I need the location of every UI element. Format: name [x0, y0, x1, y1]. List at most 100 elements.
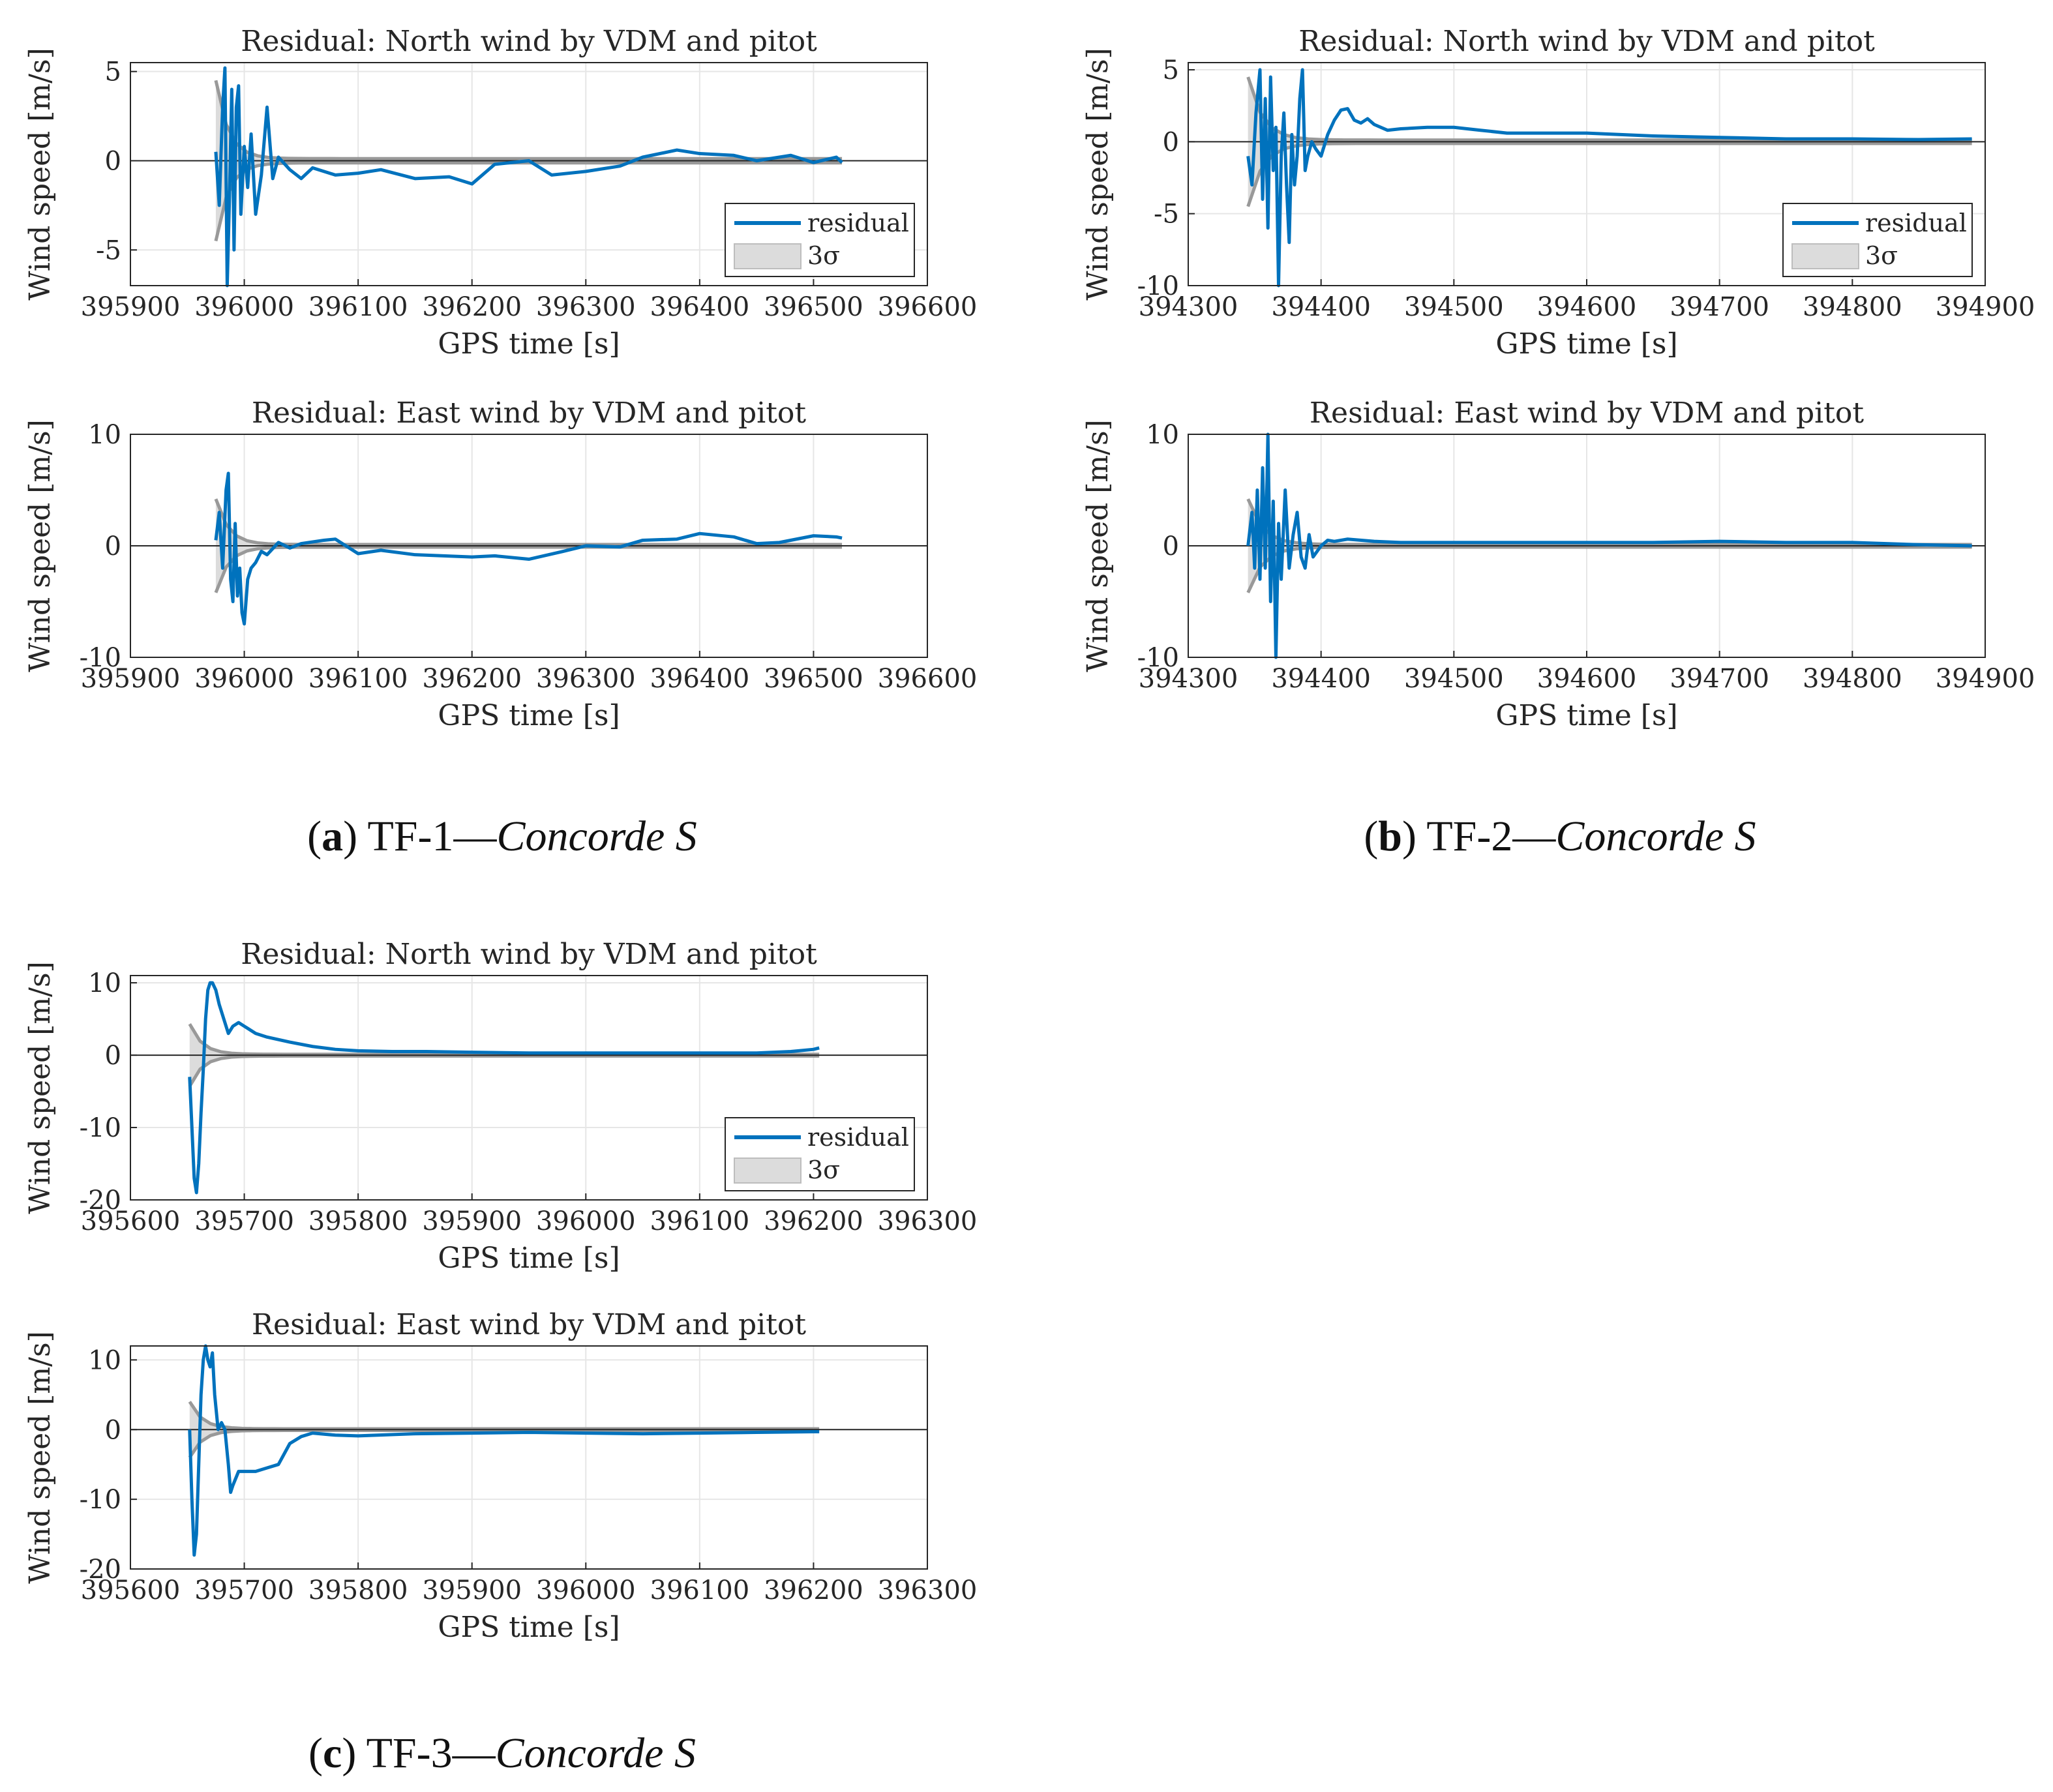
x-tick-label: 394700: [1670, 292, 1769, 322]
chart-title: Residual: North wind by VDM and pitot: [1298, 25, 1875, 58]
x-tick-label: 396300: [536, 664, 636, 694]
x-axis-label: GPS time [s]: [438, 1611, 620, 1644]
x-tick-label: 394900: [1936, 292, 2035, 322]
x-tick-label: 394500: [1404, 664, 1504, 694]
residual-series-line: [1246, 432, 1972, 659]
y-tick-label: 0: [105, 146, 121, 176]
caption-c-text: TF-3—: [367, 1729, 496, 1777]
x-tick-label: 396200: [422, 292, 522, 322]
x-tick-label: 396300: [878, 1575, 978, 1605]
y-tick-label: 0: [1163, 127, 1179, 157]
x-axis-label: GPS time [s]: [1495, 699, 1677, 732]
legend-residual-label: residual: [1865, 209, 1967, 237]
x-axis-label: GPS time [s]: [438, 699, 620, 732]
x-tick-label: 394400: [1271, 664, 1371, 694]
x-tick-label: 395800: [308, 1575, 408, 1605]
y-tick-label: 0: [105, 1041, 121, 1071]
caption-a: (a) TF-1—Concorde S: [307, 813, 697, 860]
x-tick-label: 396600: [878, 664, 978, 694]
sigma-lower-line: [214, 545, 843, 593]
chart-title: Residual: North wind by VDM and pitot: [241, 25, 817, 58]
x-tick-label: 396000: [536, 1206, 636, 1236]
caption-a-label: a: [322, 813, 343, 860]
y-tick-label: -10: [80, 1113, 121, 1143]
plot-background: [130, 1346, 927, 1569]
caption-c-italic: Concorde S: [496, 1729, 696, 1777]
y-tick-label: 10: [1146, 420, 1179, 450]
x-tick-label: 394600: [1537, 292, 1637, 322]
sigma-upper-line: [188, 1401, 820, 1431]
x-tick-label: 396200: [422, 664, 522, 694]
x-tick-label: 394800: [1803, 664, 1902, 694]
x-axis-label: GPS time [s]: [438, 327, 620, 361]
y-axis-label: Wind speed [m/s]: [23, 419, 57, 672]
residual-series-line: [188, 981, 820, 1195]
x-tick-label: 396500: [764, 664, 863, 694]
axes-box: [130, 975, 928, 1201]
x-tick-label: 394500: [1404, 292, 1504, 322]
x-tick-label: 395900: [422, 1206, 522, 1236]
legend-sigma-swatch: [1791, 243, 1859, 269]
sigma-upper-line: [214, 498, 843, 546]
chart-title: Residual: East wind by VDM and pitot: [1310, 396, 1864, 430]
x-tick-label: 395800: [308, 1206, 408, 1236]
y-tick-label: 0: [105, 531, 121, 561]
caption-a-text: TF-1—: [367, 813, 497, 860]
y-tick-label: 5: [1163, 55, 1179, 85]
residual-series-line: [214, 66, 843, 288]
legend: residual 3σ: [1782, 203, 1973, 277]
residual-series-line: [188, 1344, 820, 1557]
y-tick-label: -20: [80, 1555, 121, 1585]
x-tick-label: 394800: [1803, 292, 1902, 322]
x-tick-label: 394700: [1670, 664, 1769, 694]
chart-title: Residual: East wind by VDM and pitot: [252, 396, 806, 430]
x-tick-label: 395900: [422, 1575, 522, 1605]
caption-b: (b) TF-2—Concorde S: [1364, 813, 1756, 860]
sigma-upper-line: [1246, 498, 1972, 546]
sigma-lower-line: [188, 1054, 820, 1088]
x-tick-label: 396100: [650, 1206, 750, 1236]
y-axis-label: Wind speed [m/s]: [1081, 48, 1115, 300]
residual-series-line: [1246, 68, 1972, 288]
sigma-upper-line: [214, 80, 843, 160]
x-tick-label: 396200: [764, 1575, 863, 1605]
y-tick-label: -10: [80, 1485, 121, 1515]
x-tick-label: 396500: [764, 292, 863, 322]
y-tick-label: 10: [88, 968, 121, 998]
y-tick-label: -10: [1137, 271, 1179, 301]
chart-title: Residual: East wind by VDM and pitot: [252, 1308, 806, 1341]
y-axis-label: Wind speed [m/s]: [23, 961, 57, 1214]
y-tick-label: -20: [80, 1186, 121, 1216]
chart-b-east: 394300 394400 394500 394600 394700 394800 3949…: [1081, 396, 2035, 732]
caption-b-text: TF-2—: [1426, 813, 1556, 860]
x-tick-label: 395600: [81, 1575, 181, 1605]
axes-box: [130, 1345, 928, 1570]
sigma-lower-line: [1246, 142, 1972, 207]
x-tick-label: 396100: [308, 292, 408, 322]
chart-b-north: 394300 394400 394500 394600 394700 394800 3949…: [1081, 25, 2035, 361]
x-tick-label: 395700: [194, 1575, 294, 1605]
y-tick-label: -10: [80, 643, 121, 673]
x-tick-label: 395900: [81, 664, 181, 694]
x-tick-label: 395700: [194, 1206, 294, 1236]
x-tick-label: 394300: [1139, 664, 1238, 694]
caption-c: (c) TF-3—Concorde S: [308, 1729, 696, 1777]
x-tick-label: 395600: [81, 1206, 181, 1236]
chart-a-east: 395900 396000 396100 396200 396300 396400 3965…: [23, 396, 977, 732]
legend-sigma-label: 3σ: [807, 1156, 840, 1184]
y-tick-label: -10: [1137, 643, 1179, 673]
y-axis-label: Wind speed [m/s]: [23, 1331, 57, 1583]
y-tick-label: -5: [96, 235, 121, 265]
x-tick-label: 396000: [194, 292, 294, 322]
legend-residual-label: residual: [807, 209, 909, 237]
sigma-lower-line: [214, 161, 843, 242]
x-tick-label: 394600: [1537, 664, 1637, 694]
y-tick-label: 10: [88, 1345, 121, 1375]
x-tick-label: 394900: [1936, 664, 2035, 694]
axes-box: [130, 62, 928, 286]
legend-sigma-label: 3σ: [807, 241, 840, 270]
legend: residual 3σ: [725, 203, 915, 277]
x-axis-label: GPS time [s]: [1495, 327, 1677, 361]
chart-c-east: 395600 395700 395800 395900 396000 396100 3962…: [23, 1308, 977, 1644]
